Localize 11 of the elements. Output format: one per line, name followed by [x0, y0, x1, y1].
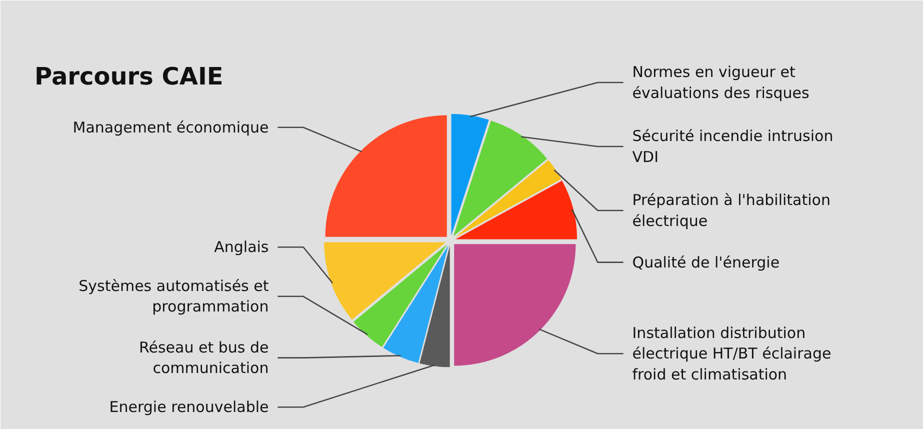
slice-label: Installation distribution électrique HT/BT éclairage froid et climatisation [632, 324, 832, 384]
slice-label: Réseau et bus de communication [139, 338, 269, 378]
slice-label: Anglais [214, 238, 269, 256]
slice-label: Systèmes automatisés et programmation [78, 277, 269, 316]
slice-label: Qualité de l'énergie [632, 253, 780, 272]
slice-label: Sécurité incendie intrusion VDI [632, 127, 834, 166]
chart-title: Parcours CAIE [34, 62, 224, 91]
slice-label: Energie renouvelable [109, 398, 269, 416]
slice-label: Préparation à l'habilitation électrique [632, 191, 830, 230]
slice-label: Management économique [72, 118, 269, 136]
slice-label: Normes en vigueur et évaluations des risques [632, 63, 810, 102]
